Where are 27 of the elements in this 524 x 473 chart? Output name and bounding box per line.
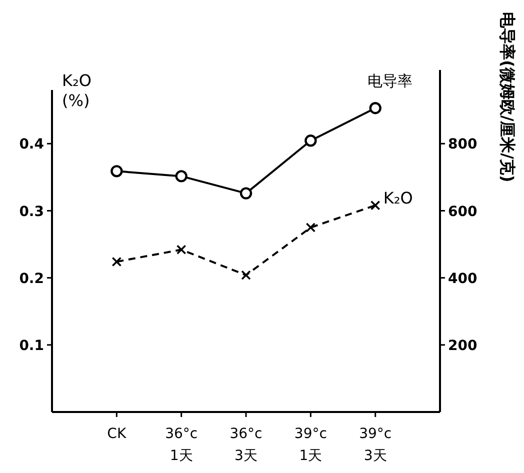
y2-tick-label: 800 bbox=[448, 136, 478, 153]
point bbox=[304, 134, 317, 147]
point bbox=[175, 170, 188, 182]
series-label: 电导率 bbox=[367, 72, 412, 90]
x-tick-label: CK bbox=[107, 426, 127, 442]
y-tick-label: 0.1 bbox=[19, 338, 44, 354]
y-tick-label: 0.3 bbox=[19, 204, 44, 220]
x-tick-label: 36°c 3天 bbox=[230, 426, 262, 464]
point bbox=[176, 244, 186, 255]
x-tick-label: 39°c 1天 bbox=[294, 426, 327, 464]
y2-tick-label: 600 bbox=[448, 204, 478, 220]
y-tick-label: 0.2 bbox=[19, 270, 44, 287]
point bbox=[369, 102, 382, 114]
point bbox=[370, 200, 380, 210]
x-tick-label: 39°c 3天 bbox=[359, 426, 392, 464]
y-tick-label: 0.4 bbox=[19, 136, 44, 153]
point bbox=[110, 165, 123, 178]
y2-axis-title: 电导率(微姆欧/厘米/克) bbox=[498, 12, 517, 182]
series-label: K₂O bbox=[383, 188, 413, 208]
y2-tick-label: 200 bbox=[448, 338, 478, 354]
point bbox=[240, 187, 252, 200]
y-axis-title: K₂O (%) bbox=[62, 71, 92, 110]
y2-tick-label: 400 bbox=[448, 270, 478, 287]
point bbox=[241, 270, 251, 280]
x-tick-label: 36°c 1天 bbox=[165, 426, 198, 464]
point bbox=[306, 222, 316, 232]
point bbox=[112, 256, 122, 267]
